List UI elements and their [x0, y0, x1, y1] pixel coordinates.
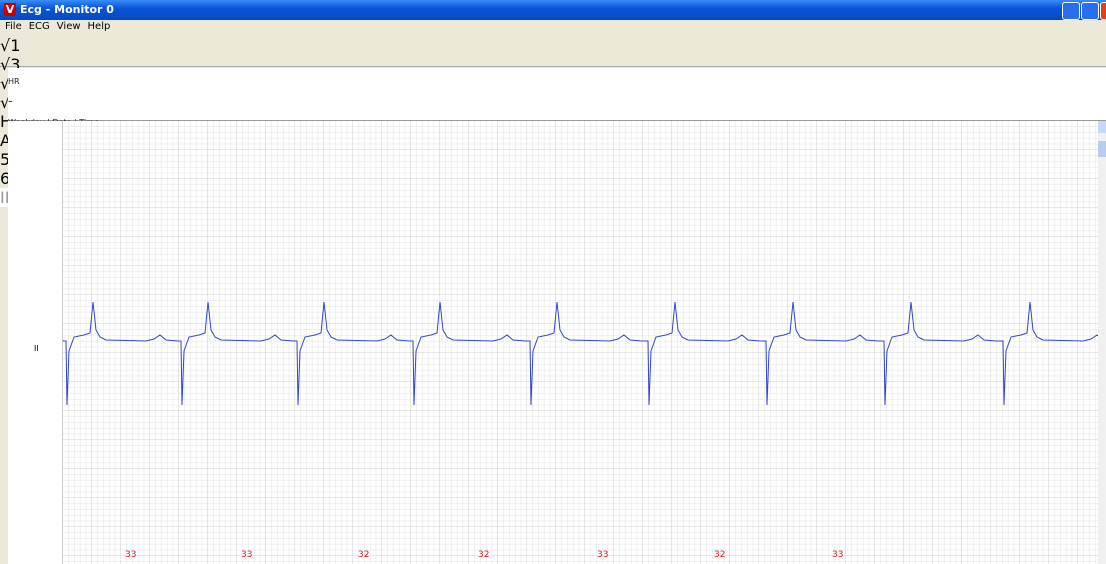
- restore-button[interactable]: [1081, 2, 1099, 20]
- heart-rate-label: 33: [241, 550, 252, 560]
- app-icon: V: [4, 3, 16, 16]
- menu-item[interactable]: File: [5, 21, 22, 32]
- scroll-up[interactable]: [1098, 121, 1106, 133]
- scroll-thumb[interactable]: [1098, 141, 1106, 157]
- toolbar: √1√3√6i√6aHRAF5060II: [0, 36, 1106, 207]
- ecg-plot: 33 33 32 32 33 32 33: [63, 121, 1098, 564]
- lead-panel: II: [8, 121, 63, 564]
- menu-item[interactable]: ECG: [28, 21, 50, 32]
- heart-rate-label: 33: [832, 550, 843, 560]
- window-title: Ecg - Monitor 0: [20, 3, 114, 16]
- ecg-waveform: [63, 301, 1098, 406]
- menu-item[interactable]: View: [56, 21, 81, 32]
- heart-rate-label: 32: [714, 550, 725, 560]
- heart-rate-label: 33: [125, 550, 136, 560]
- header-field: HR -: [8, 77, 61, 109]
- title-bar: V Ecg - Monitor 0: [0, 0, 1106, 20]
- field-value: -: [8, 94, 13, 109]
- scrollbar[interactable]: [1098, 121, 1106, 564]
- menu-item[interactable]: Help: [87, 21, 111, 32]
- status-header: HR-Weekday | Date | TimeTue | 28. Jun | …: [8, 68, 1106, 492]
- heart-rate-label: 32: [358, 550, 369, 560]
- minimize-button[interactable]: [1062, 2, 1080, 20]
- ecg-grid: [63, 121, 1098, 564]
- toolbar-button[interactable]: √1: [0, 36, 21, 55]
- menu-bar: File ECG View Help: [0, 21, 1106, 35]
- close-button[interactable]: [1100, 2, 1106, 20]
- lead-label: II: [34, 344, 39, 353]
- heart-rate-label: 33: [597, 550, 608, 560]
- field-label: HR: [8, 77, 20, 86]
- heart-rate-label: 32: [478, 550, 489, 560]
